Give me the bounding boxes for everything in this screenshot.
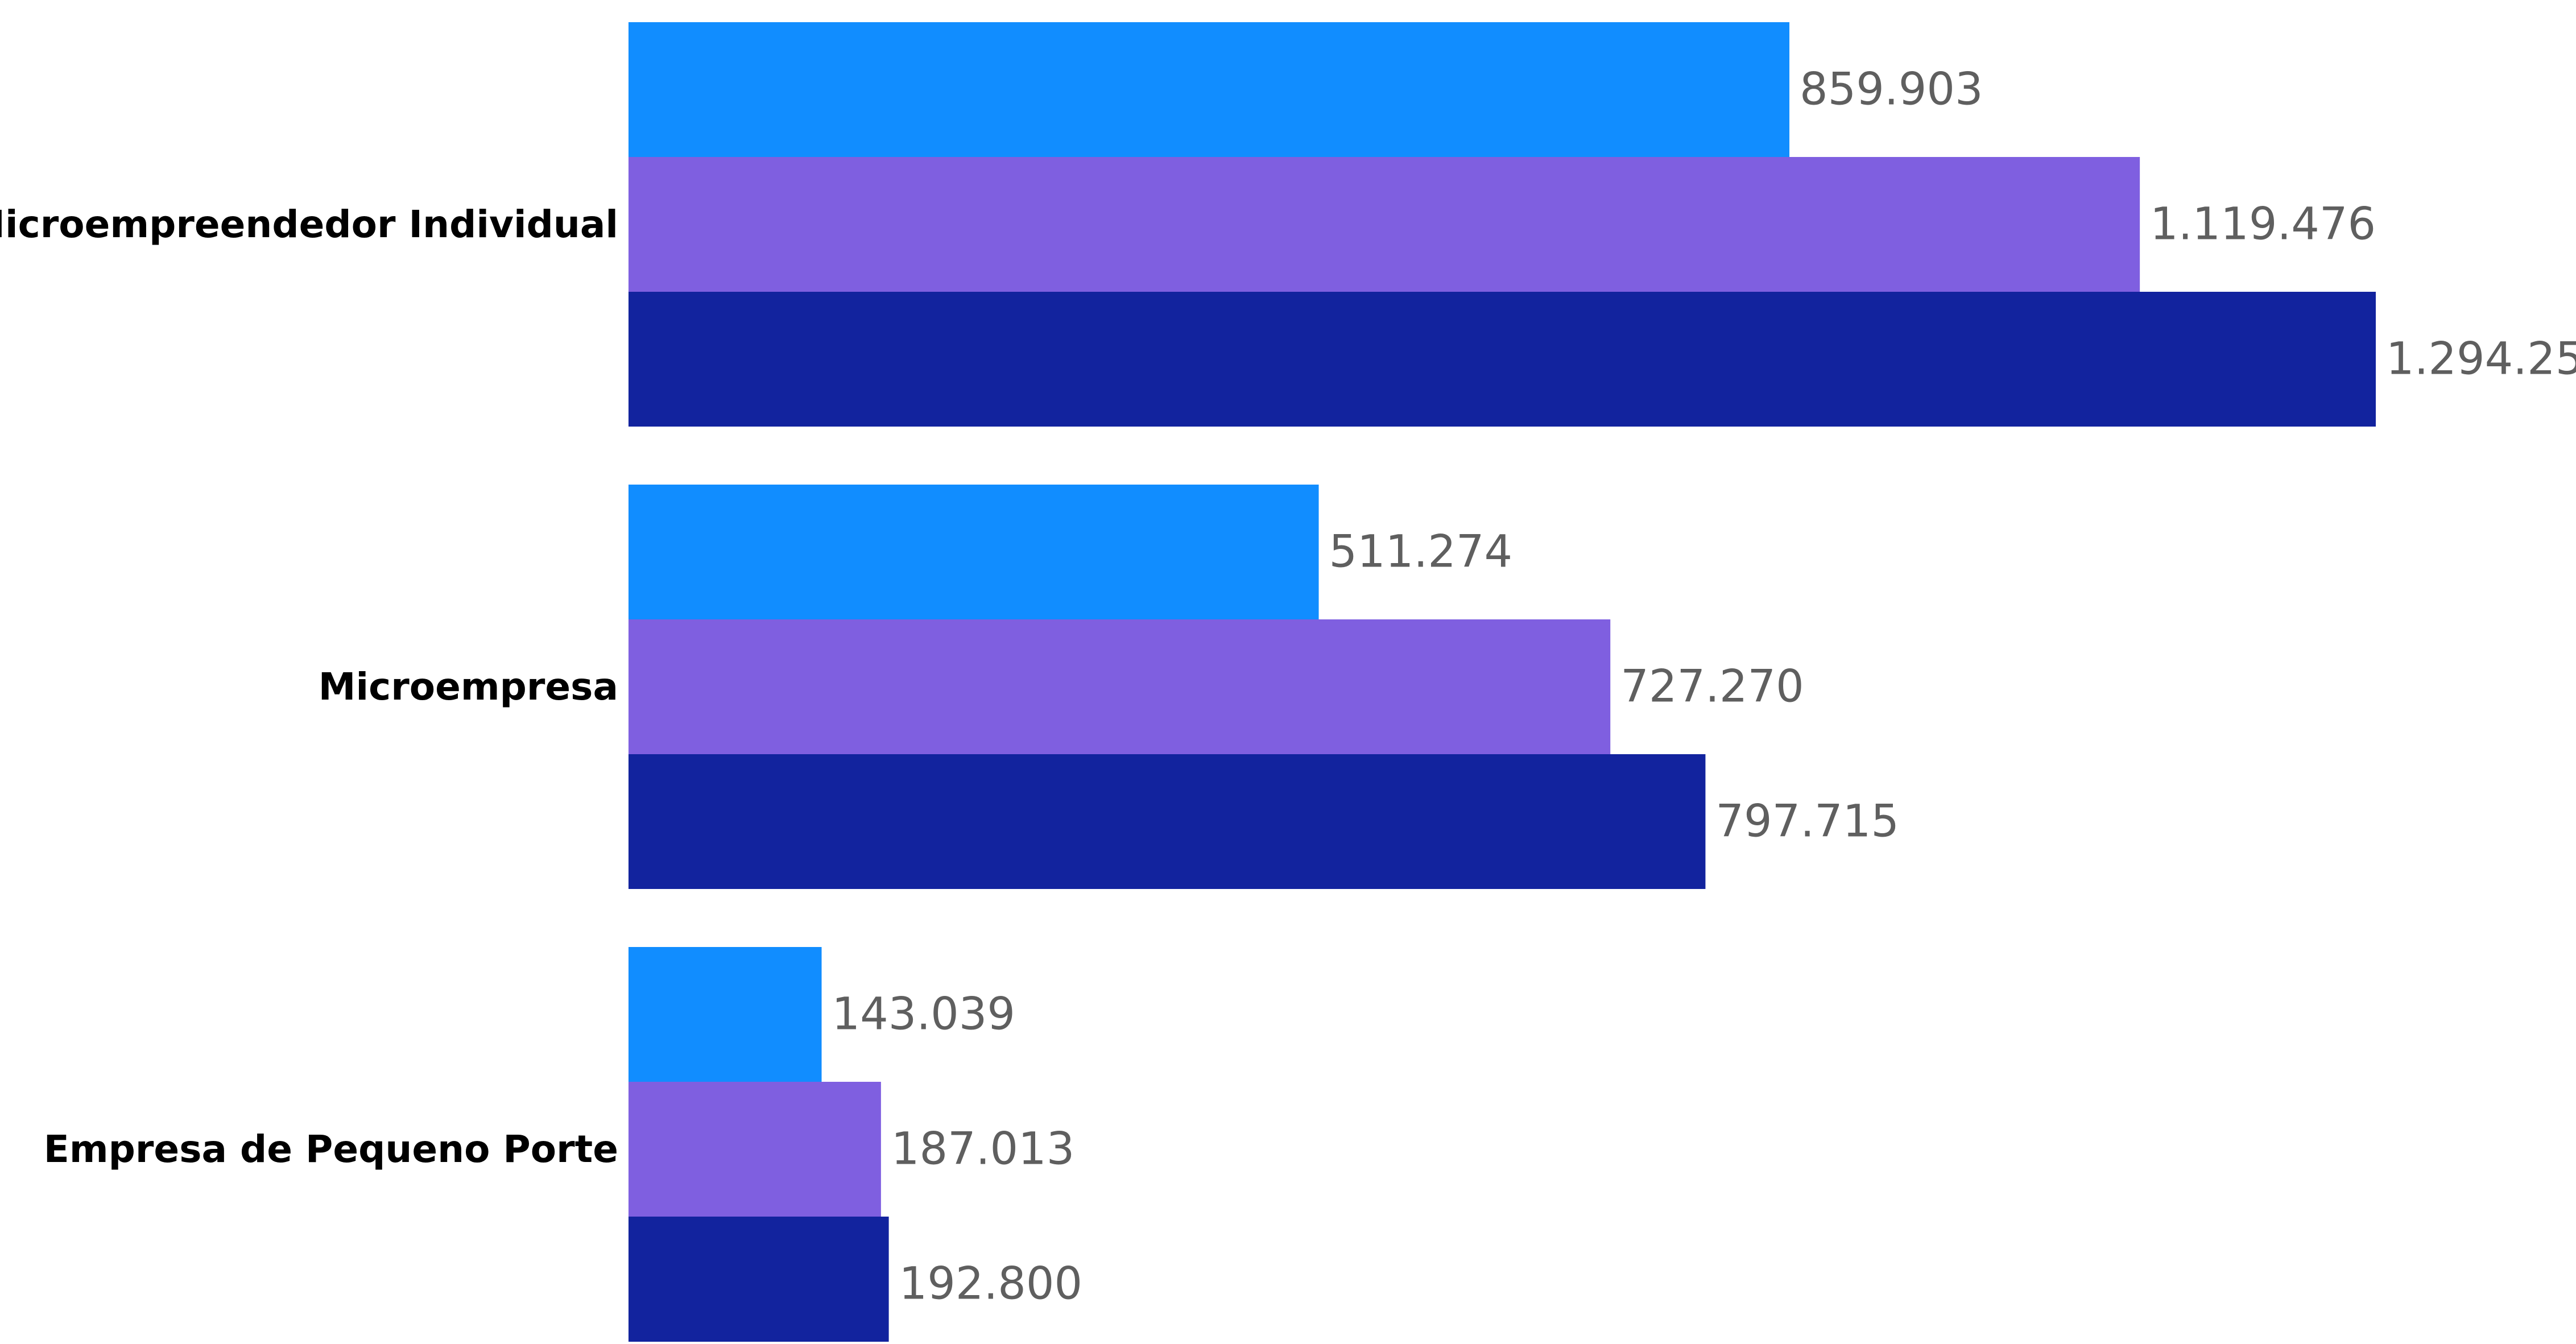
bar[interactable] — [629, 754, 1706, 889]
data-label: 859.903 — [1800, 64, 1983, 115]
data-label: 192.800 — [899, 1259, 1083, 1310]
bar[interactable] — [629, 1217, 889, 1344]
data-label: 1.294.253 — [2386, 334, 2576, 385]
category-label: Empresa de Pequeno Porte — [44, 1127, 618, 1171]
bar-group: Empresa de Pequeno Porte 143.039 187.013 19… — [44, 947, 1083, 1344]
bar[interactable] — [629, 1082, 881, 1217]
data-label: 143.039 — [832, 989, 1016, 1040]
bar[interactable] — [629, 22, 1790, 157]
data-label: 727.270 — [1620, 661, 1804, 713]
bar[interactable] — [629, 947, 822, 1082]
data-label: 1.119.476 — [2150, 199, 2376, 250]
bar[interactable] — [629, 292, 2376, 427]
bar[interactable] — [629, 157, 2140, 292]
category-label: Microempresa — [319, 665, 618, 709]
category-label: Microempreendedor Individual — [0, 202, 618, 246]
bar[interactable] — [629, 485, 1319, 619]
data-label: 797.715 — [1715, 796, 1899, 847]
bar-group: Microempreendedor Individual 859.903 1.119… — [0, 22, 2576, 427]
data-label: 511.274 — [1329, 527, 1513, 578]
bar-group: Microempresa 511.274 727.270 797.715 — [319, 485, 1899, 889]
bar[interactable] — [629, 619, 1611, 754]
data-label: 187.013 — [891, 1124, 1075, 1175]
